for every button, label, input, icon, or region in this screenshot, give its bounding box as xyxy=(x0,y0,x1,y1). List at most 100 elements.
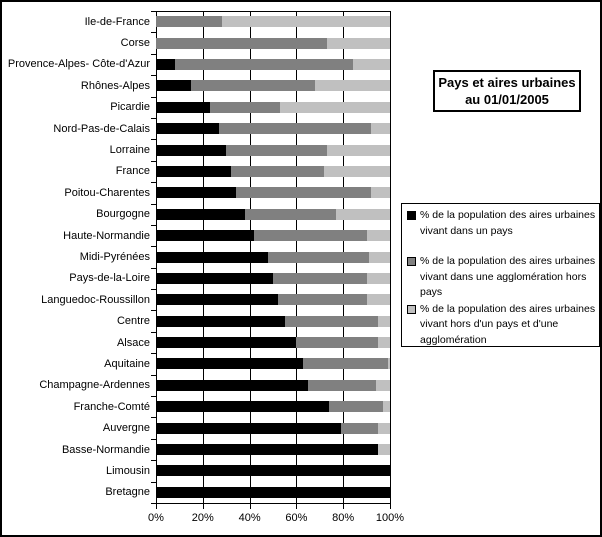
bar-segment xyxy=(378,337,390,349)
legend-item-label: vivant dans un pays xyxy=(420,224,513,237)
category-label: Languedoc-Roussillon xyxy=(41,293,150,306)
bar-segment xyxy=(156,80,192,92)
bar-segment xyxy=(371,123,390,135)
bar-segment xyxy=(156,144,227,156)
bar-segment xyxy=(368,251,390,263)
category-label: Bretagne xyxy=(105,486,150,499)
legend-item-label: % de la population des aires urbaines xyxy=(420,209,596,221)
y-axis-tick xyxy=(151,503,156,504)
bar-segment xyxy=(156,251,269,263)
bar-segment xyxy=(174,58,353,70)
legend-item-label: vivant hors d'un pays et d'une xyxy=(420,318,559,330)
y-axis-tick xyxy=(151,332,156,333)
x-tick-label: 20% xyxy=(191,512,214,524)
category-label: Ile-de-France xyxy=(84,15,150,28)
legend-item: % de la population des aires urbaines viv… xyxy=(407,208,599,239)
y-axis-tick xyxy=(151,204,156,205)
bar-segment xyxy=(219,123,372,135)
x-axis-tick xyxy=(156,504,157,509)
y-axis-tick xyxy=(151,417,156,418)
bar-segment xyxy=(156,37,327,49)
category-label: Nord-Pas-de-Calais xyxy=(53,122,150,135)
y-axis-tick xyxy=(151,289,156,290)
bar-segment xyxy=(326,144,390,156)
legend-marker-icon xyxy=(407,304,416,314)
bar-segment xyxy=(156,187,236,199)
legend-marker-icon xyxy=(407,211,416,220)
category-label: Auvergne xyxy=(102,422,150,435)
bar-segment xyxy=(156,401,330,413)
y-axis-tick xyxy=(151,246,156,247)
category-label: Centre xyxy=(116,315,150,328)
legend-item-label: % de la population des aires urbaines xyxy=(420,255,596,267)
bar-segment xyxy=(156,208,245,220)
y-axis-tick xyxy=(151,482,156,483)
category-label: Alsace xyxy=(116,336,150,349)
bar-segment xyxy=(336,208,390,220)
legend-item: % de la population des aires urbaines viv… xyxy=(407,254,599,301)
bar-segment xyxy=(378,422,390,434)
bar-segment xyxy=(280,101,390,113)
y-axis-tick xyxy=(151,139,156,140)
category-label: Pays-de-la-Loire xyxy=(69,272,150,285)
legend-item-label: pays xyxy=(420,286,443,298)
x-axis-tick xyxy=(296,504,298,509)
legend-item-label: % de la population des aires urbaines xyxy=(420,302,596,315)
category-label: Franche-Comté xyxy=(73,400,150,413)
bar-segment xyxy=(156,358,304,370)
bar-segment xyxy=(284,315,379,327)
bar-segment xyxy=(244,208,337,220)
bar-segment xyxy=(191,80,316,92)
y-axis-tick xyxy=(151,11,156,12)
y-axis-tick xyxy=(151,460,156,461)
category-label: Aquitaine xyxy=(104,357,150,370)
bar-segment xyxy=(156,123,220,135)
bar-segment xyxy=(326,37,390,49)
category-label: Basse-Normandie xyxy=(61,443,150,456)
x-axis-tick xyxy=(343,504,345,509)
bar-segment xyxy=(156,379,309,391)
legend-item: % de la population des aires urbaines viv… xyxy=(407,302,599,349)
chart-title-line: au 01/01/2005 xyxy=(465,92,549,107)
chart-title-box: Pays et aires urbaines au 01/01/2005 xyxy=(433,70,581,112)
bar-segment xyxy=(156,101,210,113)
x-tick-label: 0% xyxy=(148,512,164,524)
bar-segment xyxy=(375,379,390,391)
category-label: Champagne-Ardennes xyxy=(39,379,150,392)
y-axis-tick xyxy=(151,75,156,76)
chart-title-line: Pays et aires urbaines xyxy=(438,75,576,90)
x-tick-label: 80% xyxy=(332,512,355,524)
category-label: Poitou-Charentes xyxy=(64,186,150,199)
bar-segment xyxy=(156,465,390,477)
y-axis-tick xyxy=(151,375,156,376)
category-label: Haute-Normandie xyxy=(63,229,150,242)
bar-segment xyxy=(387,358,390,370)
category-label: Rhônes-Alpes xyxy=(80,79,150,92)
bar-segment xyxy=(378,315,390,327)
y-axis-tick xyxy=(151,439,156,440)
y-axis-tick xyxy=(151,353,156,354)
x-tick-label: 100% xyxy=(375,512,405,524)
legend-item-label: vivant dans une agglomération hors xyxy=(420,270,587,283)
bar-segment xyxy=(230,165,325,177)
category-label: Midi-Pyrénées xyxy=(79,251,150,263)
y-axis-tick xyxy=(151,161,156,162)
x-axis-tick xyxy=(249,504,251,509)
x-axis-tick xyxy=(202,504,204,509)
bar-segment xyxy=(366,294,390,306)
y-axis-tick xyxy=(151,225,156,226)
x-axis-tick xyxy=(390,504,391,509)
bar-segment xyxy=(308,379,376,391)
bar-segment xyxy=(324,165,390,177)
bar-segment xyxy=(366,230,390,242)
bar-segment xyxy=(209,101,280,113)
bar-segment xyxy=(296,337,379,349)
bar-segment xyxy=(382,401,390,413)
y-axis-tick xyxy=(151,268,156,269)
x-tick-label: 60% xyxy=(285,512,308,524)
category-label: Provence-Alpes- Côte-d'Azur xyxy=(7,58,150,71)
bar-segment xyxy=(156,422,341,434)
category-label: Lorraine xyxy=(109,144,150,157)
bar-segment xyxy=(156,337,297,349)
